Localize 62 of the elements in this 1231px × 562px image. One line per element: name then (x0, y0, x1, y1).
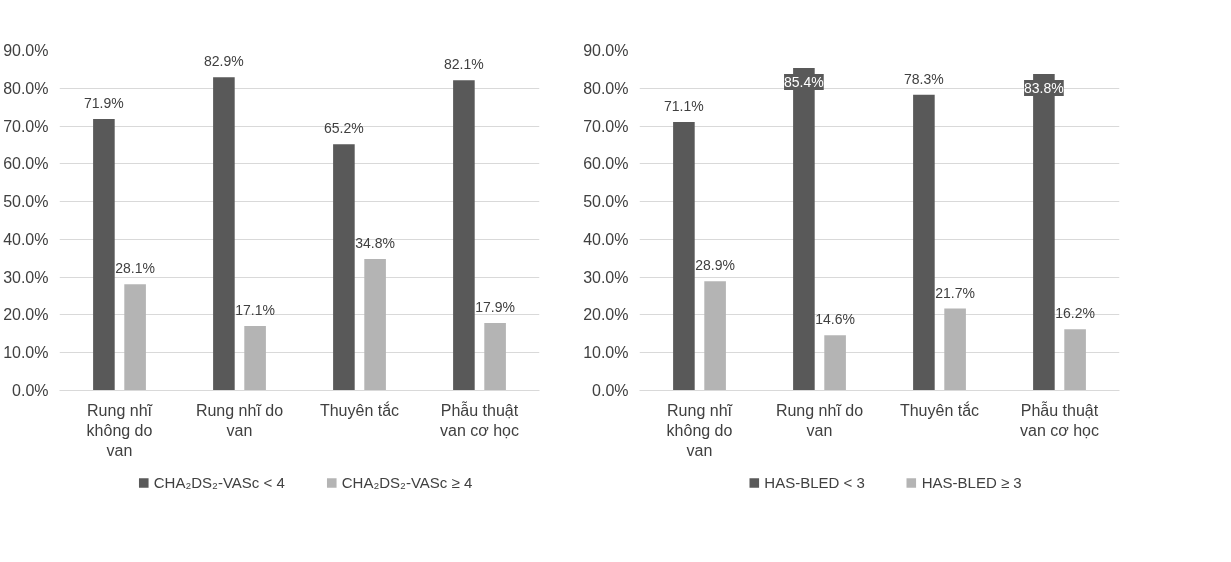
y-tick-label: 10.0% (3, 344, 49, 362)
x-tick-label: Thuyên tắc (899, 400, 980, 419)
y-tick-label: 90.0% (583, 42, 629, 59)
x-tick-label: Rung nhĩ không do van (666, 401, 734, 460)
data-label: 17.1% (235, 301, 275, 318)
legend-label: HAS-BLED ≥ 3 (921, 473, 1022, 491)
bar (824, 335, 846, 391)
bar (913, 94, 935, 391)
bar (213, 77, 235, 391)
data-label: 17.9% (475, 298, 515, 315)
y-tick-label: 60.0% (583, 155, 629, 173)
data-label: 16.2% (1055, 305, 1095, 322)
legend-label: CHA₂DS₂-VASc < 4 (153, 473, 285, 491)
legend-label: HAS-BLED < 3 (764, 473, 865, 491)
y-tick-label: 30.0% (583, 268, 629, 286)
y-tick-label: 40.0% (3, 230, 49, 248)
y-tick-label: 30.0% (3, 268, 49, 286)
y-tick-label: 80.0% (3, 79, 49, 97)
data-label: 21.7% (935, 284, 975, 301)
y-tick-label: 10.0% (583, 344, 629, 362)
data-label: 83.8% (1024, 79, 1064, 96)
y-tick-label: 20.0% (3, 306, 49, 324)
bar (453, 80, 475, 391)
bar (244, 325, 266, 391)
bar (673, 121, 695, 391)
data-label: 28.9% (695, 257, 735, 274)
legend-label: CHA₂DS₂-VASc ≥ 4 (341, 473, 473, 491)
data-label: 78.3% (904, 70, 944, 87)
bar (124, 284, 146, 391)
y-tick-label: 0.0% (12, 382, 49, 399)
y-tick-label: 60.0% (3, 155, 49, 173)
y-tick-label: 20.0% (583, 306, 629, 324)
y-tick-label: 0.0% (592, 382, 629, 399)
x-tick-label: Phẫu thuật van cơ học (1020, 400, 1099, 439)
y-tick-label: 50.0% (583, 193, 629, 211)
y-tick-label: 40.0% (583, 230, 629, 248)
data-label: 34.8% (355, 235, 395, 252)
x-tick-label: Rung nhĩ do van (775, 401, 864, 439)
y-tick-label: 50.0% (3, 193, 49, 211)
x-tick-label: Rung nhĩ do van (195, 401, 284, 439)
data-label: 28.1% (115, 260, 155, 277)
data-label: 65.2% (324, 120, 364, 137)
bar (93, 118, 115, 391)
data-label: 71.9% (84, 94, 124, 111)
y-tick-label: 90.0% (3, 42, 49, 59)
bar (704, 281, 726, 391)
x-tick-label: Phẫu thuật van cơ học (440, 400, 519, 439)
bar (333, 144, 355, 391)
y-tick-label: 80.0% (583, 79, 629, 97)
data-label: 82.9% (204, 53, 244, 70)
x-tick-label: Thuyên tắc (319, 400, 400, 419)
y-tick-label: 70.0% (583, 117, 629, 135)
bar (364, 259, 386, 391)
bar (484, 322, 506, 391)
y-tick-label: 70.0% (3, 117, 49, 135)
bar (1064, 329, 1086, 391)
data-label: 71.1% (664, 97, 704, 114)
bar (944, 308, 966, 391)
data-label: 82.1% (444, 56, 484, 73)
x-tick-label: Rung nhĩ không do van (86, 401, 154, 460)
data-label: 85.4% (784, 73, 824, 90)
data-label: 14.6% (815, 311, 855, 328)
